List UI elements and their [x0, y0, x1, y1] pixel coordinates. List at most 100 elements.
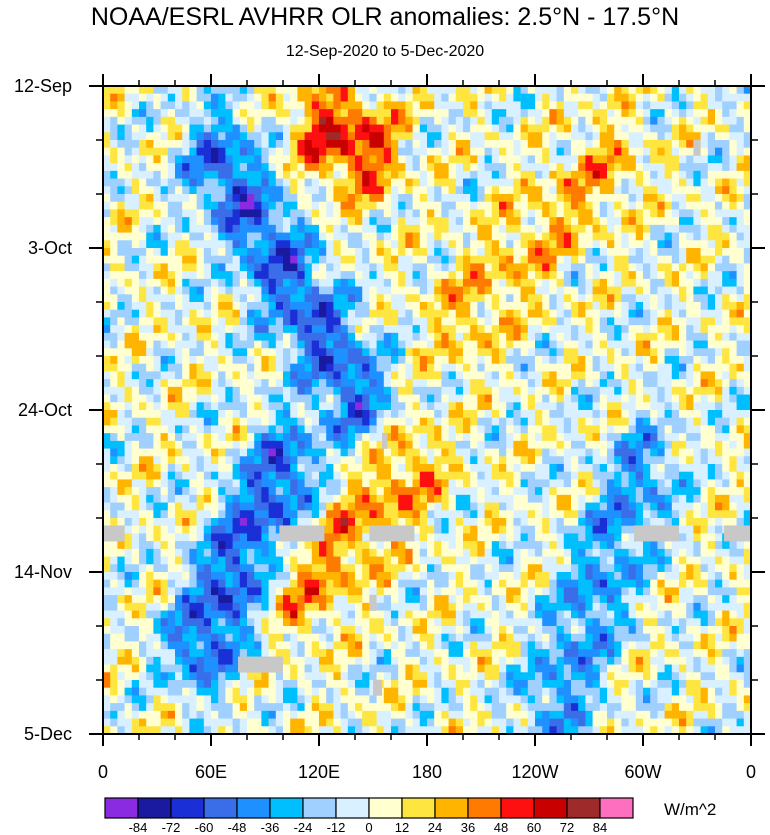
heatmap-cell [319, 124, 327, 133]
heatmap-cell [441, 163, 450, 172]
heatmap-cell [369, 255, 378, 265]
heatmap-cell [470, 410, 478, 419]
heatmap-cell [700, 479, 709, 488]
heatmap-cell [326, 124, 334, 133]
heatmap-cell [225, 240, 234, 249]
heatmap-cell [153, 402, 162, 411]
heatmap-cell [333, 510, 342, 519]
heatmap-cell [110, 471, 118, 481]
heatmap-cell [592, 124, 601, 133]
heatmap-cell [671, 487, 680, 496]
heatmap-cell [369, 510, 378, 519]
heatmap-cell [103, 224, 111, 234]
heatmap-cell [405, 255, 414, 265]
heatmap-cell [499, 248, 507, 257]
heatmap-cell [268, 440, 277, 450]
heatmap-cell [139, 502, 147, 511]
heatmap-cell [376, 417, 385, 427]
heatmap-cell [167, 147, 176, 157]
heatmap-cell [499, 302, 507, 311]
heatmap-cell [693, 363, 702, 373]
heatmap-cell [326, 356, 334, 365]
heatmap-cell [563, 502, 572, 511]
heatmap-cell [448, 332, 457, 342]
heatmap-cell [124, 240, 133, 249]
heatmap-cell [391, 348, 399, 357]
heatmap-cell [686, 317, 694, 326]
heatmap-cell [722, 479, 730, 488]
heatmap-cell [441, 140, 450, 149]
heatmap-cell [700, 425, 709, 434]
heatmap-cell [556, 464, 565, 473]
heatmap-cell [527, 433, 536, 442]
heatmap-cell [427, 201, 435, 211]
heatmap-cell [369, 178, 378, 187]
heatmap-cell [391, 240, 399, 249]
heatmap-cell [275, 494, 284, 504]
heatmap-cell [434, 93, 442, 103]
heatmap-cell [434, 325, 442, 334]
heatmap-cell [571, 271, 579, 280]
heatmap-cell [599, 502, 608, 511]
heatmap-cell [563, 440, 572, 450]
heatmap-cell [383, 286, 392, 295]
heatmap-cell [592, 340, 601, 349]
heatmap-cell [290, 487, 298, 496]
heatmap-cell [707, 379, 716, 388]
heatmap-cell [715, 209, 723, 218]
heatmap-cell [383, 464, 392, 473]
heatmap-cell [448, 386, 457, 396]
heatmap-cell [167, 240, 176, 249]
heatmap-cell [441, 379, 450, 388]
heatmap-cell [643, 178, 651, 187]
heatmap-cell [455, 440, 464, 450]
heatmap-cell [261, 502, 270, 511]
heatmap-cell [139, 425, 147, 434]
heatmap-cell [232, 217, 241, 226]
heatmap-cell [491, 271, 500, 280]
heatmap-cell [153, 479, 162, 488]
heatmap-cell [131, 440, 140, 450]
heatmap-cell [621, 417, 630, 427]
heatmap-cell [700, 417, 709, 427]
heatmap-cell [463, 433, 471, 442]
heatmap-cell [232, 348, 241, 357]
heatmap-cell [139, 271, 147, 280]
heatmap-cell [211, 302, 219, 311]
heatmap-cell [319, 456, 327, 465]
heatmap-cell [153, 178, 162, 187]
heatmap-cell [455, 479, 464, 488]
heatmap-cell [268, 286, 277, 295]
heatmap-cell [643, 332, 651, 342]
heatmap-cell [664, 425, 673, 434]
heatmap-cell [218, 170, 226, 180]
heatmap-cell [391, 186, 399, 195]
heatmap-cell [268, 240, 277, 249]
heatmap-cell [470, 201, 478, 211]
heatmap-cell [376, 502, 385, 511]
heatmap-cell [470, 170, 478, 180]
heatmap-cell [326, 448, 334, 457]
heatmap-cell [103, 317, 111, 326]
heatmap-cell [463, 456, 471, 465]
heatmap-cell [535, 433, 543, 442]
heatmap-cell [441, 194, 450, 203]
heatmap-cell [650, 386, 658, 396]
heatmap-cell [671, 379, 680, 388]
heatmap-cell [527, 278, 536, 288]
heatmap-cell [239, 417, 248, 427]
heatmap-cell [167, 379, 176, 388]
heatmap-cell [261, 471, 270, 481]
heatmap-cell [290, 317, 298, 326]
heatmap-cell [340, 232, 349, 241]
heatmap-cell [211, 425, 219, 434]
heatmap-cell [153, 410, 162, 419]
heatmap-cell [585, 224, 594, 234]
heatmap-cell [556, 248, 565, 257]
heatmap-cell [239, 286, 248, 295]
heatmap-cell [103, 348, 111, 357]
heatmap-cell [290, 278, 298, 288]
heatmap-cell [484, 302, 493, 311]
heatmap-cell [412, 116, 421, 126]
heatmap-cell [542, 494, 550, 504]
